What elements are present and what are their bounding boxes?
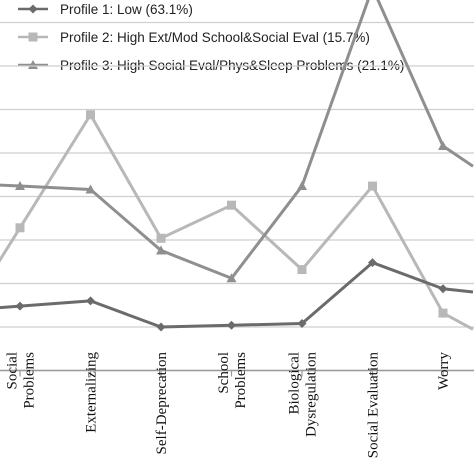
gridlines — [0, 21, 474, 377]
data-point — [156, 245, 166, 255]
data-point — [227, 200, 236, 210]
data-point — [368, 258, 377, 268]
data-point — [438, 284, 448, 294]
x-tick-label-line: Worry — [436, 352, 452, 390]
data-point — [227, 320, 236, 330]
x-tick-label: Social Evaluation — [366, 352, 382, 459]
data-point — [86, 296, 95, 306]
x-tick-label-line: Dysregulation — [304, 352, 320, 437]
data-point — [438, 141, 448, 151]
x-tick-label: Self-Deprecation — [154, 352, 170, 455]
x-tick-label-line: Biological — [287, 352, 303, 415]
x-tick-label-line: Social — [5, 352, 21, 390]
legend-item: Profile 2: High Ext/Mod School&Social Ev… — [18, 30, 370, 45]
x-tick-label: Social Problems — [5, 352, 38, 409]
data-point — [297, 181, 307, 191]
x-tick-label-line: School — [216, 352, 232, 394]
x-tick-label: School Problems — [216, 352, 249, 409]
data-point — [156, 322, 166, 332]
data-point — [368, 181, 377, 191]
data-point — [85, 184, 96, 194]
x-axis-labels: Social Problems Externalizing Self-Deprecat… — [5, 352, 453, 459]
legend-item: Profile 1: Low (63.1%) — [18, 2, 193, 17]
data-point — [226, 273, 237, 283]
data-point — [297, 265, 307, 275]
legend-label: Profile 2: High Ext/Mod School&Social Ev… — [60, 30, 370, 45]
x-tick-label: Biological Dysregulation — [287, 352, 320, 437]
x-tick-label-line: Self-Deprecation — [154, 352, 170, 455]
plot-area — [0, 0, 474, 332]
data-point — [15, 223, 25, 233]
legend-marker-icon — [28, 60, 38, 69]
legend-marker-icon — [28, 32, 38, 42]
data-point — [15, 301, 25, 311]
x-tick-label: Worry — [436, 352, 452, 390]
x-tick-label: Externalizing — [84, 352, 100, 433]
data-point — [15, 181, 25, 191]
legend-label: Profile 1: Low (63.1%) — [60, 2, 193, 17]
data-point — [156, 233, 166, 243]
x-tick-label-line: Problems — [233, 352, 249, 409]
legend-marker-icon — [28, 4, 38, 14]
x-tick-label-line: Externalizing — [84, 352, 100, 433]
data-point — [86, 110, 95, 120]
data-point — [297, 319, 307, 329]
data-point — [438, 308, 448, 318]
x-tick-label-line: Social Evaluation — [366, 352, 382, 459]
series-line — [0, 113, 474, 331]
x-tick-label-line: Problems — [22, 352, 38, 409]
